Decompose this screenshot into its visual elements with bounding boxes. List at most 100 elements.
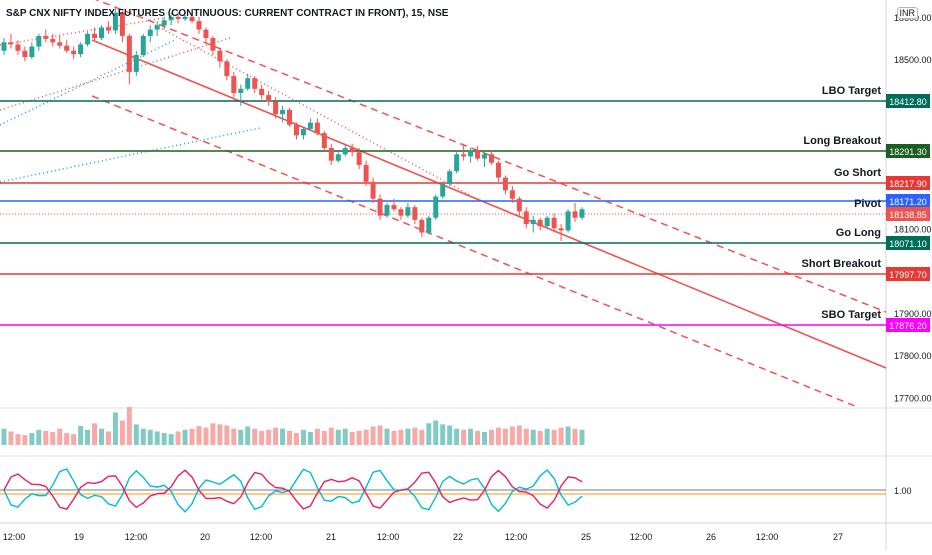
volume-bar — [168, 434, 174, 445]
candle-body — [140, 35, 146, 55]
candle-body — [475, 150, 481, 159]
volume-bar — [154, 431, 160, 445]
volume-bar — [321, 430, 327, 445]
volume-bar — [252, 428, 258, 445]
volume-bar — [1, 428, 7, 445]
volume-bar — [119, 420, 125, 445]
candle-body — [370, 181, 376, 199]
volume-bar — [398, 429, 404, 445]
candle-body — [495, 162, 501, 178]
candle-body — [85, 33, 91, 45]
dotted-channel-line — [0, 37, 231, 111]
volume-bar — [15, 434, 21, 445]
candle-body — [273, 101, 279, 115]
candle-body — [43, 35, 49, 39]
volume-bar — [461, 429, 467, 445]
volume-bar — [36, 429, 42, 445]
volume-bar — [64, 433, 70, 445]
candle-body — [482, 154, 488, 159]
channel-lower-line — [91, 95, 856, 407]
candle-body — [342, 147, 348, 155]
x-tick-label: 22 — [453, 532, 463, 542]
level-price-badge — [886, 144, 930, 158]
level-price-badge — [886, 207, 930, 221]
volume-bar — [565, 426, 571, 445]
volume-bar — [78, 426, 84, 445]
chart-title: S&P CNX NIFTY INDEX FUTURES (CONTINUOUS:… — [6, 8, 449, 19]
x-tick-label: 12:00 — [505, 532, 528, 542]
x-tick-label: 12:00 — [630, 532, 653, 542]
candle-body — [377, 198, 383, 216]
level-price-badge — [886, 267, 930, 281]
candle-body — [189, 16, 195, 22]
candle-body — [384, 205, 390, 216]
dotted-channel-line — [154, 24, 471, 196]
candle-body — [259, 88, 265, 96]
volume-bar — [433, 420, 439, 445]
candle-body — [433, 196, 439, 218]
candle-body — [36, 35, 42, 47]
candle-body — [57, 42, 63, 46]
level-price-text: 18412.80 — [889, 97, 927, 107]
candle-body — [398, 209, 404, 216]
x-tick-label: 21 — [326, 532, 336, 542]
candle-body — [579, 209, 585, 218]
x-tick-label: 12:00 — [756, 532, 779, 542]
x-tick-label: 27 — [833, 532, 843, 542]
volume-bar — [572, 428, 578, 445]
volume-bar — [293, 433, 299, 445]
volume-bar — [147, 429, 153, 445]
candle-body — [29, 46, 35, 58]
volume-bar — [231, 428, 237, 445]
volume-bar — [85, 429, 91, 445]
volume-bar — [468, 428, 474, 445]
oscillator-line — [3, 469, 583, 511]
candle-body — [551, 217, 557, 229]
candle-body — [530, 219, 536, 225]
volume-bar — [43, 430, 49, 445]
volume-bar — [57, 428, 63, 445]
osc-level-label: 1.00 — [894, 486, 912, 496]
candle-body — [8, 42, 14, 45]
level-price-text: 17997.70 — [889, 270, 927, 280]
volume-bar — [189, 428, 195, 445]
level-price-text: 18217.90 — [889, 179, 927, 189]
candle-body — [71, 50, 77, 55]
candle-body — [300, 128, 306, 136]
volume-bar — [342, 428, 348, 445]
candle-body — [112, 12, 118, 31]
volume-bar — [287, 430, 293, 445]
volume-bar — [523, 428, 529, 445]
y-tick-label: 17900.00 — [894, 309, 932, 319]
level-label: Pivot — [854, 198, 881, 210]
volume-bar — [307, 431, 313, 445]
volume-bar — [8, 431, 14, 445]
candle-body — [22, 50, 28, 58]
volume-bar — [537, 430, 543, 445]
candle-body — [509, 190, 515, 199]
volume-bar — [405, 428, 411, 445]
volume-bar — [92, 423, 98, 445]
level-price-text: 18171.20 — [889, 197, 927, 207]
candle-body — [182, 16, 188, 20]
channel-center-line — [91, 39, 887, 369]
volume-bar — [530, 429, 536, 445]
candle-body — [126, 35, 132, 72]
candle-body — [412, 207, 418, 220]
candle-body — [468, 150, 474, 157]
volume-bar — [440, 424, 446, 445]
volume-bar — [328, 427, 334, 445]
candle-body — [1, 42, 7, 51]
volume-bar — [419, 429, 425, 445]
volume-bar — [551, 429, 557, 445]
candle-body — [50, 38, 56, 43]
level-price-badge — [886, 318, 930, 332]
volume-bar — [245, 426, 251, 445]
candle-body — [391, 205, 397, 210]
volume-bar — [412, 427, 418, 445]
volume-bar — [335, 429, 341, 445]
candle-body — [454, 154, 460, 172]
level-label: LBO Target — [822, 85, 881, 97]
volume-bar — [370, 426, 376, 445]
